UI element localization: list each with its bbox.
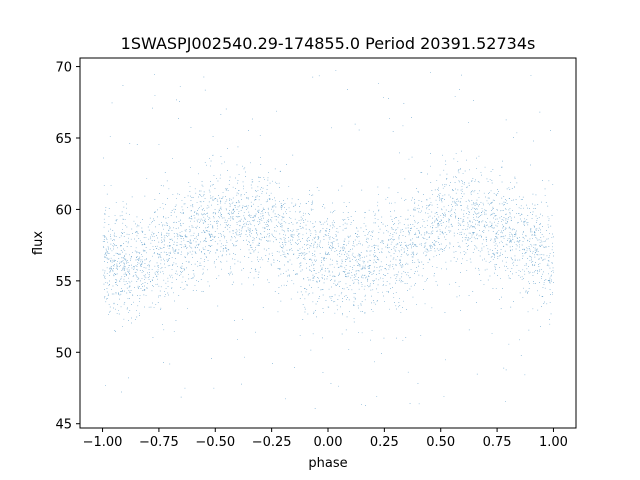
plot-frame bbox=[79, 57, 577, 429]
scatter-points bbox=[102, 70, 554, 409]
y-axis: 45 50 55 60 65 70 bbox=[55, 61, 80, 433]
x-axis: −1.00 −0.75 −0.50 −0.25 0.00 0.25 0.50 0.75 1.00 bbox=[83, 428, 568, 450]
x-tick-label: −0.25 bbox=[252, 435, 292, 450]
x-tick-label: 0.50 bbox=[426, 435, 455, 450]
y-tick-label: 55 bbox=[55, 275, 72, 290]
y-tick-label: 65 bbox=[55, 132, 72, 147]
x-tick-label: 0.00 bbox=[314, 435, 343, 450]
x-tick-label: −0.75 bbox=[139, 435, 179, 450]
y-axis-label: flux bbox=[31, 231, 46, 255]
x-axis-label: phase bbox=[308, 456, 347, 471]
y-tick-label: 45 bbox=[55, 418, 72, 433]
chart-title: 1SWASPJ002540.29-174855.0 Period 20391.5… bbox=[121, 34, 536, 53]
x-tick-label: 0.25 bbox=[370, 435, 399, 450]
x-tick-label: 1.00 bbox=[539, 435, 568, 450]
x-tick-label: −1.00 bbox=[83, 435, 123, 450]
x-tick-label: 0.75 bbox=[483, 435, 512, 450]
y-tick-label: 60 bbox=[55, 203, 72, 218]
y-tick-label: 50 bbox=[55, 346, 72, 361]
y-tick-label: 70 bbox=[55, 61, 72, 76]
scatter-point-cloud bbox=[102, 70, 554, 409]
x-tick-label: −0.50 bbox=[195, 435, 235, 450]
